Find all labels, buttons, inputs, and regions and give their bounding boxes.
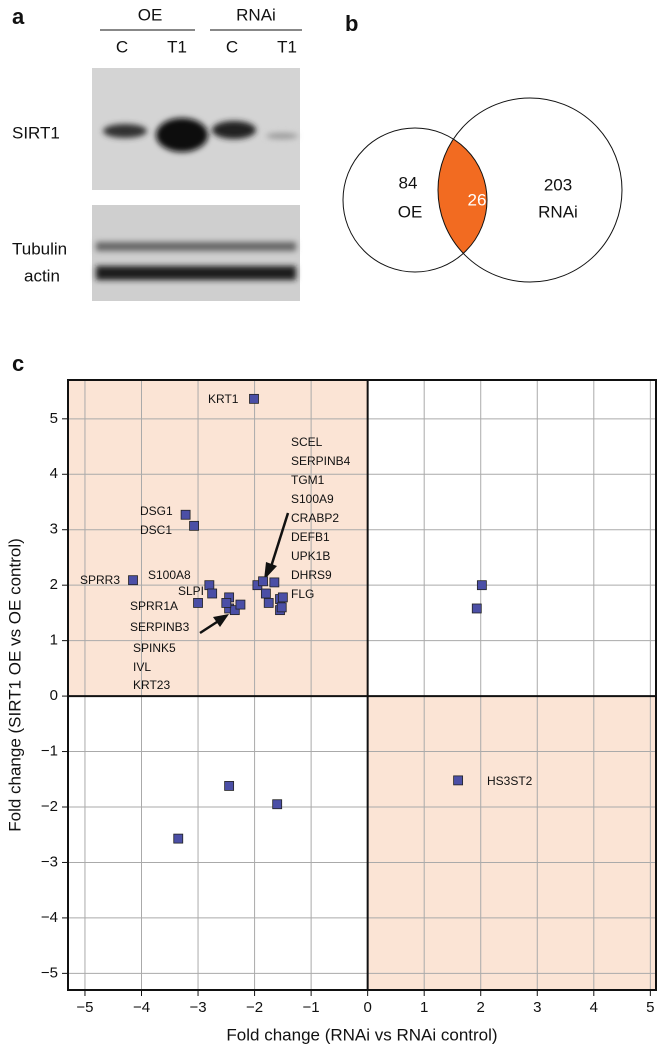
y-tick-label: −1 (41, 743, 58, 760)
point (471, 603, 482, 614)
point-label: SPINK5 (133, 641, 176, 655)
point-label: IVL (133, 660, 151, 674)
set-circle (342, 127, 488, 273)
point-label: DSG1 (140, 504, 173, 518)
lane-label: C (116, 37, 128, 56)
scatter-chart: c Fold change (RNAi vs RNAi control) Fol… (5, 351, 657, 1044)
plot-frame (67, 379, 657, 991)
row-label: SIRT1 (12, 123, 60, 142)
overlap-count: 26 (468, 190, 487, 209)
bands (96, 242, 296, 280)
point (235, 599, 246, 610)
overlap (438, 128, 487, 272)
point (173, 833, 184, 844)
panel-label: b (345, 11, 358, 36)
x-tick-label: 2 (477, 999, 485, 1016)
y-tick-label: 5 (50, 410, 58, 427)
lane-label: T1 (167, 37, 187, 56)
point (277, 592, 288, 603)
x-tick-label: −5 (76, 999, 93, 1016)
y-tick-label: −5 (41, 964, 58, 981)
point (193, 598, 203, 608)
x-tick-label: 5 (646, 999, 654, 1016)
point (453, 775, 464, 786)
point (128, 575, 138, 586)
point (189, 520, 199, 531)
y-tick-label: −2 (41, 798, 58, 815)
y-tick-label: 1 (50, 632, 58, 649)
point (269, 577, 280, 588)
x-tick-label: 4 (590, 999, 598, 1016)
arrow-head (213, 614, 229, 627)
point-label: S100A8 (148, 568, 191, 582)
set-circle (437, 97, 623, 283)
point-label: SPRR3 (80, 573, 120, 587)
point-label: KRT1 (208, 392, 239, 406)
row-label: Tubulin (12, 239, 67, 258)
set-name: RNAi (538, 202, 578, 221)
arrow-head (264, 562, 277, 580)
point-label: TGM1 (291, 473, 325, 487)
point (272, 799, 283, 810)
point (180, 509, 191, 520)
quadrant-shade (68, 380, 368, 697)
set-count: 203 (544, 175, 572, 194)
point (221, 598, 232, 608)
set-name: OE (398, 202, 423, 221)
bands (103, 118, 298, 152)
group-label: OE (138, 5, 163, 24)
group-label: RNAi (236, 5, 276, 24)
point-label: CRABP2 (291, 511, 339, 525)
point (260, 588, 271, 599)
row-label: actin (24, 266, 60, 285)
arrow (268, 512, 290, 571)
y-tick-label: −3 (41, 853, 58, 870)
blot (92, 205, 300, 301)
point-label: HS3ST2 (487, 774, 533, 788)
point (476, 580, 487, 591)
x-tick-label: −1 (303, 999, 320, 1016)
point-label: SCEL (291, 435, 323, 449)
quadrant-shade (367, 696, 656, 990)
y-tick-label: −4 (41, 909, 58, 926)
y-tick-label: 4 (50, 465, 58, 482)
lane-label: T1 (277, 37, 297, 56)
point-label: SLPI (178, 584, 204, 598)
point-label: DSC1 (140, 523, 172, 537)
point-label: FLG (291, 587, 314, 601)
x-tick-label: −4 (133, 999, 150, 1016)
x-tick-label: −3 (189, 999, 206, 1016)
point (204, 580, 215, 591)
panel-label: a (12, 4, 25, 29)
point-label: UPK1B (291, 549, 330, 563)
x-tick-label: 0 (363, 999, 371, 1016)
point (249, 393, 259, 404)
point-label: SERPINB3 (130, 620, 190, 634)
y-tick-label: 3 (50, 521, 58, 538)
point (224, 781, 235, 791)
point (258, 576, 268, 587)
panel-label: c (12, 351, 24, 376)
point-label: S100A9 (291, 492, 334, 506)
point (276, 602, 287, 613)
x-tick-label: −2 (246, 999, 263, 1016)
point (263, 598, 274, 608)
x-axis-label: Fold change (RNAi vs RNAi control) (226, 1025, 497, 1044)
point (207, 588, 218, 599)
y-tick-label: 2 (50, 576, 58, 593)
y-axis-label: Fold change (SIRT1 OE vs OE control) (5, 538, 24, 832)
point-label: DHRS9 (291, 568, 332, 582)
x-tick-label: 3 (533, 999, 541, 1016)
point (229, 605, 240, 616)
set-count: 84 (399, 173, 418, 192)
y-tick-label: 0 (50, 687, 58, 704)
point-label: KRT23 (133, 678, 170, 692)
point-label: DEFB1 (291, 530, 330, 544)
point-label: SPRR1A (130, 599, 178, 613)
lane-label: C (226, 37, 238, 56)
point-label: SERPINB4 (291, 454, 351, 468)
x-tick-label: 1 (420, 999, 428, 1016)
